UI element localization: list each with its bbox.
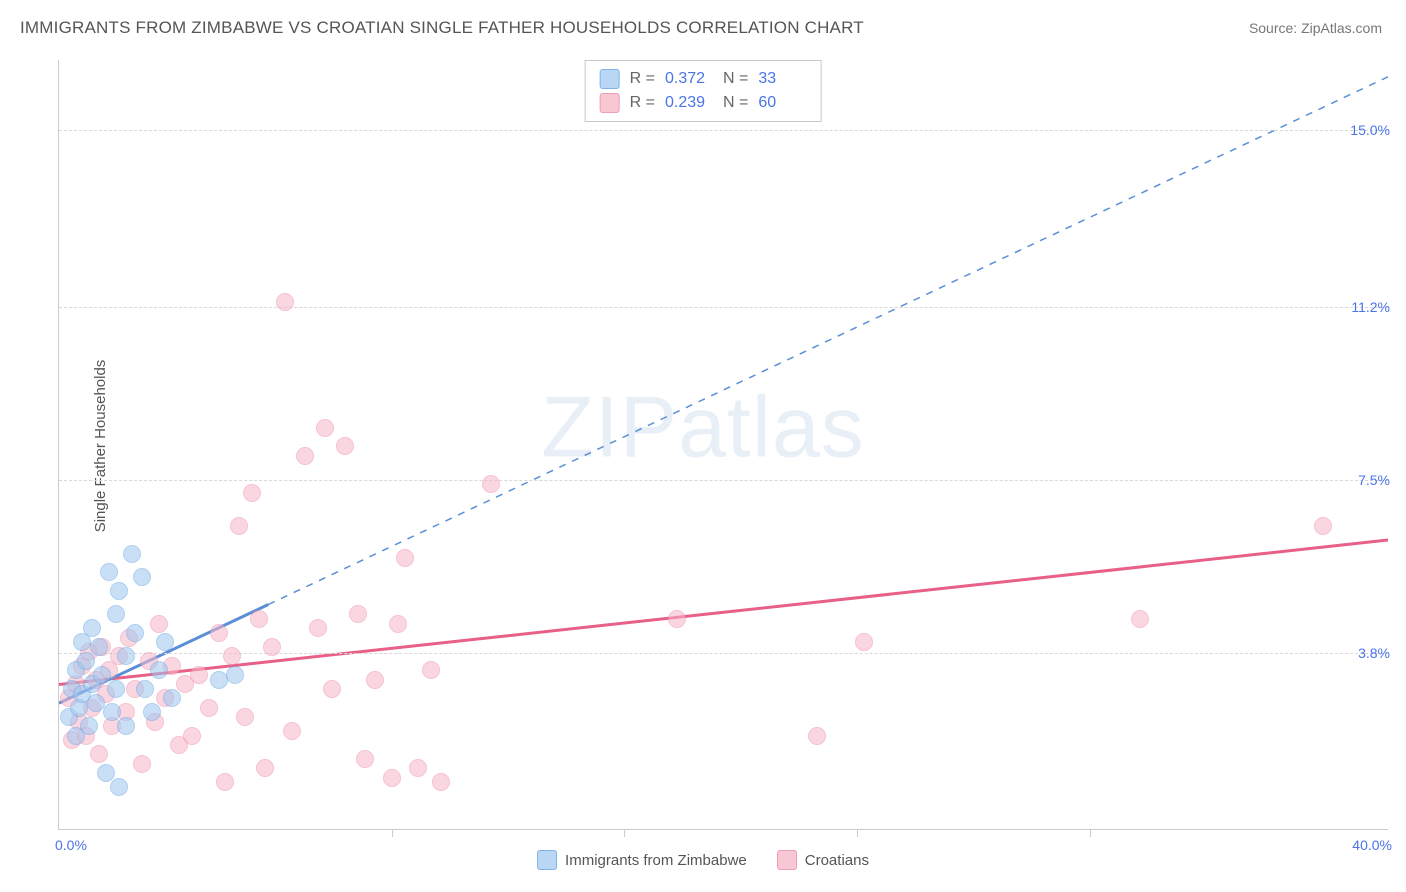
gridline	[59, 307, 1388, 308]
swatch-blue-icon	[537, 850, 557, 870]
scatter-point	[103, 703, 121, 721]
scatter-point	[316, 419, 334, 437]
scatter-point	[256, 759, 274, 777]
scatter-point	[100, 563, 118, 581]
scatter-point	[77, 652, 95, 670]
swatch-pink-icon	[777, 850, 797, 870]
scatter-point	[230, 517, 248, 535]
correlation-legend: R = 0.372 N = 33 R = 0.239 N = 60	[585, 60, 822, 122]
scatter-point	[133, 755, 151, 773]
scatter-point	[432, 773, 450, 791]
swatch-pink	[600, 93, 620, 113]
gridline	[59, 130, 1388, 131]
x-tick	[392, 829, 393, 837]
scatter-point	[110, 778, 128, 796]
scatter-point	[422, 661, 440, 679]
scatter-point	[855, 633, 873, 651]
scatter-point	[366, 671, 384, 689]
scatter-point	[117, 647, 135, 665]
legend-item-a: Immigrants from Zimbabwe	[537, 850, 747, 870]
scatter-point	[90, 745, 108, 763]
y-tick-label: 3.8%	[1358, 645, 1390, 661]
scatter-point	[216, 773, 234, 791]
scatter-point	[283, 722, 301, 740]
plot-area: 3.8%7.5%11.2%15.0%0.0%40.0%	[58, 60, 1388, 830]
n-label-a: N =	[723, 67, 748, 91]
r-value-a: 0.372	[665, 67, 713, 91]
scatter-point	[190, 666, 208, 684]
scatter-point	[236, 708, 254, 726]
n-value-b: 60	[758, 91, 806, 115]
scatter-point	[396, 549, 414, 567]
scatter-point	[150, 615, 168, 633]
scatter-point	[126, 624, 144, 642]
chart-title: IMMIGRANTS FROM ZIMBABWE VS CROATIAN SIN…	[20, 18, 864, 38]
scatter-point	[210, 671, 228, 689]
r-label-b: R =	[630, 91, 655, 115]
y-tick-label: 11.2%	[1351, 299, 1390, 315]
scatter-point	[409, 759, 427, 777]
legend-label-b: Croatians	[805, 852, 869, 869]
r-label-a: R =	[630, 67, 655, 91]
scatter-point	[309, 619, 327, 637]
scatter-point	[243, 484, 261, 502]
trendline-a-dashed	[268, 77, 1388, 605]
x-tick	[1090, 829, 1091, 837]
x-min-label: 0.0%	[55, 837, 87, 853]
scatter-point	[210, 624, 228, 642]
scatter-point	[223, 647, 241, 665]
scatter-point	[183, 727, 201, 745]
scatter-point	[808, 727, 826, 745]
scatter-point	[200, 699, 218, 717]
scatter-point	[143, 703, 161, 721]
scatter-point	[323, 680, 341, 698]
scatter-point	[276, 293, 294, 311]
scatter-point	[156, 633, 174, 651]
x-max-label: 40.0%	[1352, 837, 1392, 853]
scatter-point	[336, 437, 354, 455]
legend-item-b: Croatians	[777, 850, 869, 870]
scatter-point	[117, 717, 135, 735]
scatter-point	[1131, 610, 1149, 628]
scatter-point	[263, 638, 281, 656]
n-label-b: N =	[723, 91, 748, 115]
scatter-point	[87, 694, 105, 712]
scatter-point	[163, 689, 181, 707]
scatter-point	[107, 605, 125, 623]
legend-row-b: R = 0.239 N = 60	[600, 91, 807, 115]
y-tick-label: 7.5%	[1358, 472, 1390, 488]
scatter-point	[668, 610, 686, 628]
scatter-point	[107, 680, 125, 698]
scatter-point	[356, 750, 374, 768]
x-tick	[857, 829, 858, 837]
swatch-blue	[600, 69, 620, 89]
scatter-point	[123, 545, 141, 563]
y-tick-label: 15.0%	[1350, 122, 1390, 138]
scatter-point	[1314, 517, 1332, 535]
trendlines-layer	[59, 60, 1388, 829]
scatter-point	[389, 615, 407, 633]
r-value-b: 0.239	[665, 91, 713, 115]
scatter-point	[136, 680, 154, 698]
source-attribution: Source: ZipAtlas.com	[1249, 20, 1382, 36]
scatter-point	[226, 666, 244, 684]
series-legend: Immigrants from Zimbabwe Croatians	[537, 850, 869, 870]
x-tick	[624, 829, 625, 837]
legend-row-a: R = 0.372 N = 33	[600, 67, 807, 91]
n-value-a: 33	[758, 67, 806, 91]
gridline	[59, 653, 1388, 654]
scatter-point	[83, 619, 101, 637]
scatter-point	[80, 717, 98, 735]
scatter-point	[482, 475, 500, 493]
scatter-point	[383, 769, 401, 787]
scatter-point	[90, 638, 108, 656]
legend-label-a: Immigrants from Zimbabwe	[565, 852, 747, 869]
scatter-point	[110, 582, 128, 600]
scatter-point	[250, 610, 268, 628]
scatter-point	[133, 568, 151, 586]
gridline	[59, 480, 1388, 481]
scatter-point	[150, 661, 168, 679]
scatter-point	[296, 447, 314, 465]
scatter-point	[349, 605, 367, 623]
